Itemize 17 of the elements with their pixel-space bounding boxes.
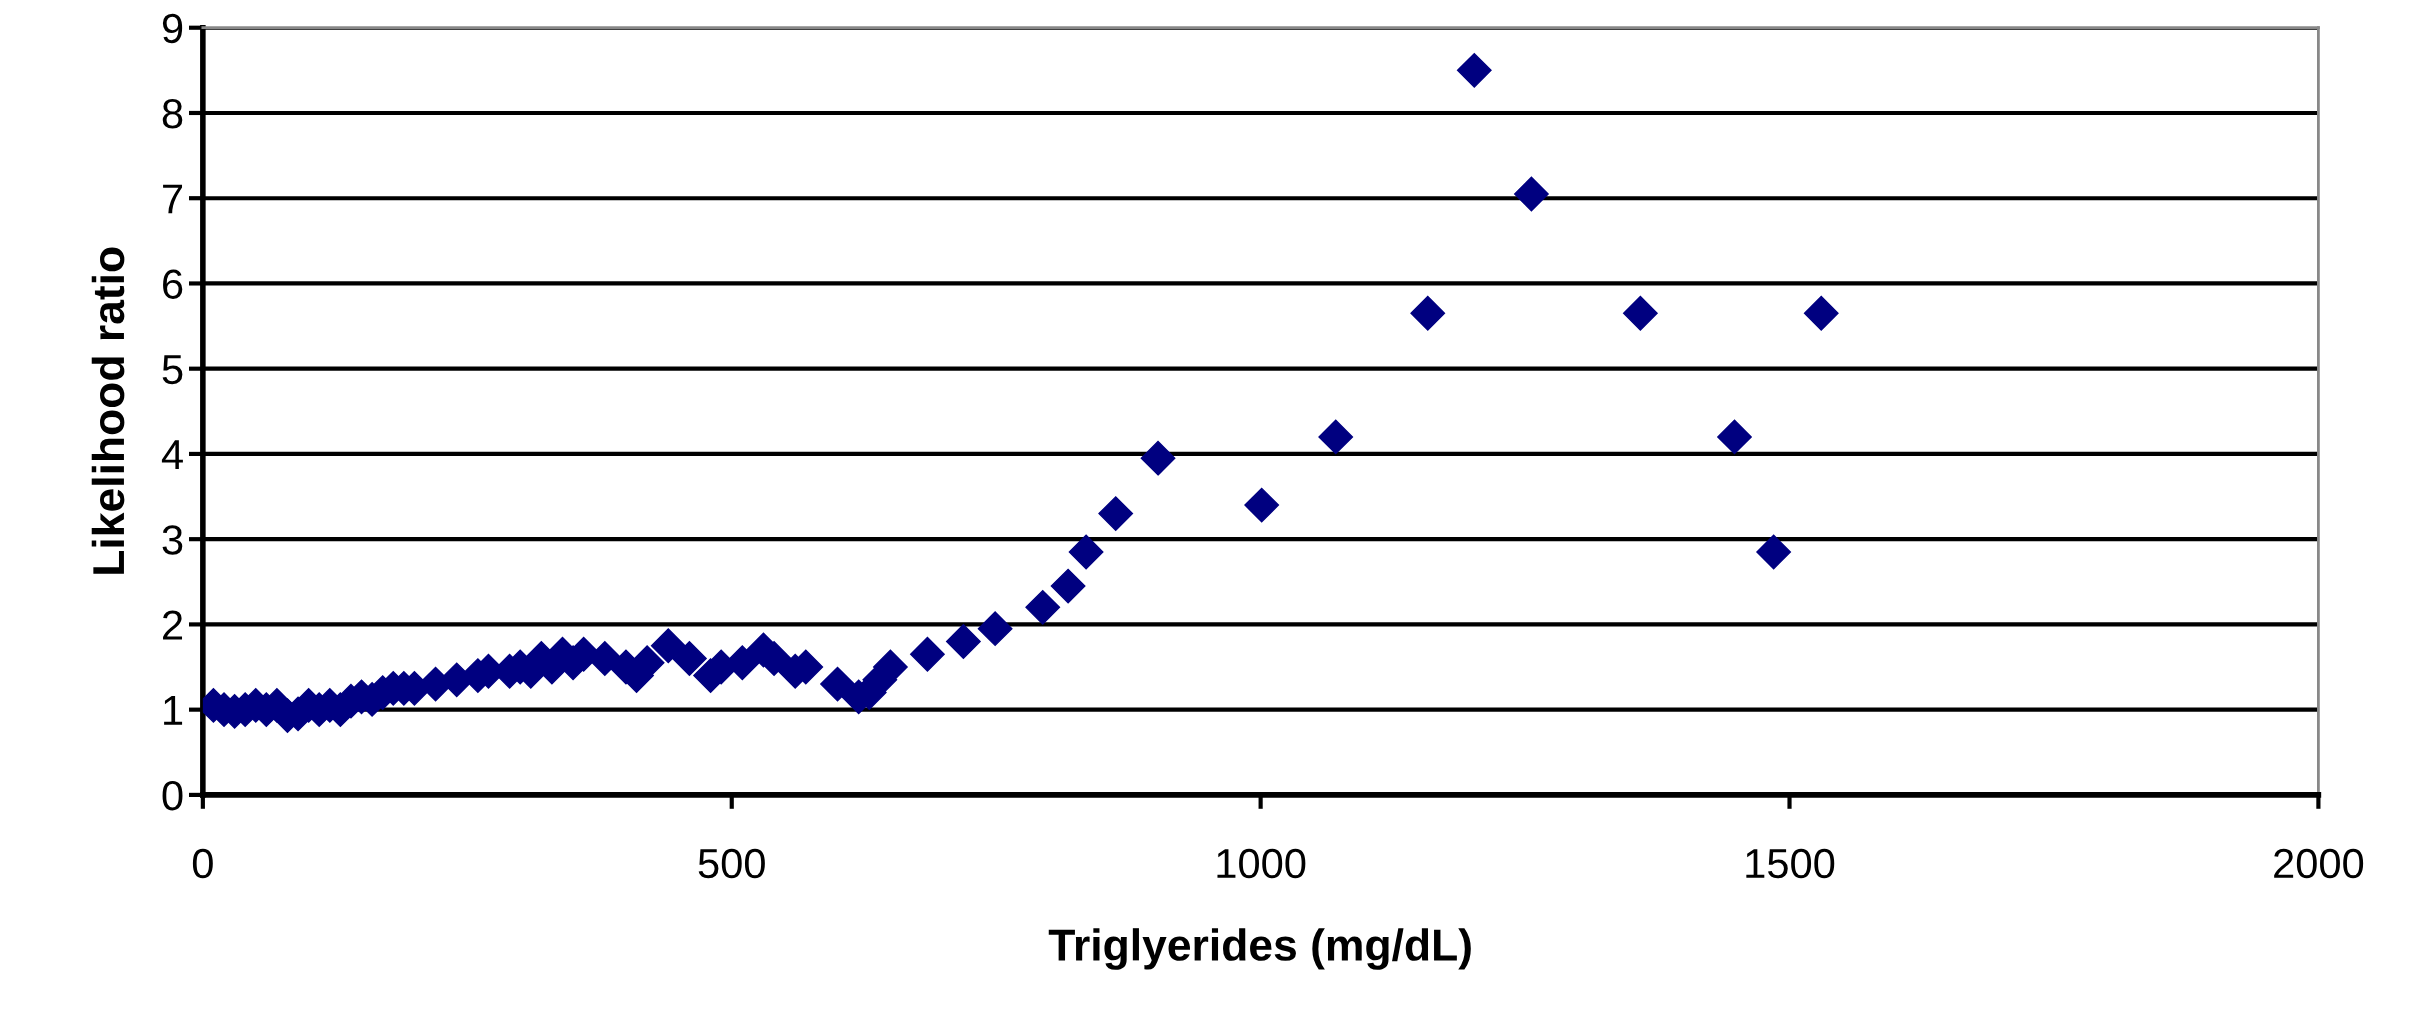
y-tick-label: 0 (162, 780, 183, 811)
y-axis-title: Likelihood ratio (91, 247, 125, 574)
y-tick-label: 1 (164, 696, 183, 725)
y-tick-label: 9 (162, 13, 183, 44)
y-tick-label: 5 (162, 355, 183, 385)
y-tick-label: 2 (163, 610, 183, 640)
y-tick-label: 4 (161, 440, 183, 470)
y-tick-label: 3 (162, 525, 183, 555)
y-tick-label: 8 (162, 98, 183, 129)
x-tick-label: 1000 (1217, 848, 1306, 879)
y-tick-label: 7 (163, 184, 183, 214)
x-tick-label: 0 (192, 848, 213, 879)
x-tick-label: 500 (698, 848, 765, 879)
x-tick-label: 2000 (2274, 848, 2364, 879)
x-tick-label: 1500 (1746, 848, 1835, 879)
y-tick-label: 6 (163, 269, 183, 299)
x-axis-title: Triglyerides (mg/dL) (1048, 928, 1471, 970)
